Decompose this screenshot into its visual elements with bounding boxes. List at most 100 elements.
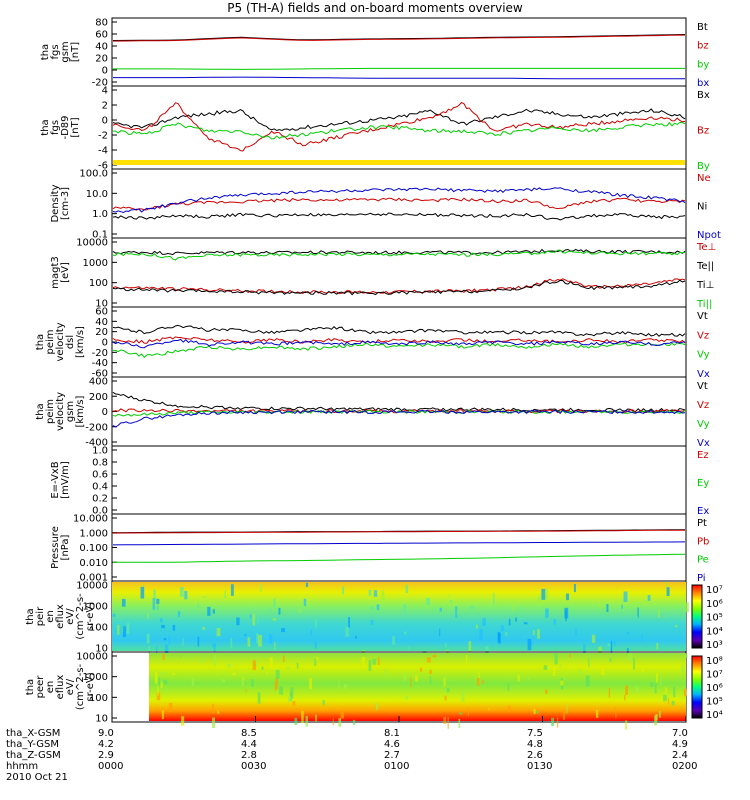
ylabel-line: peim: [45, 329, 56, 354]
xaxis-value: 4.4: [241, 739, 257, 750]
spectrogram-texture: [445, 643, 447, 648]
xaxis-value: 0100: [384, 761, 410, 772]
spectrogram-texture: [407, 646, 410, 650]
spectrogram-texture: [446, 687, 450, 693]
spectrogram-texture: [212, 703, 215, 714]
spectrogram-texture: [377, 657, 380, 665]
spectrogram-texture: [508, 618, 511, 626]
spectrogram-texture: [148, 645, 151, 655]
spectrogram-texture: [117, 624, 120, 635]
spectrogram-texture: [157, 605, 159, 611]
ylabel-line: Density: [50, 184, 61, 222]
xaxis-value: 2.7: [384, 750, 400, 761]
ytick-label: 0.2: [92, 494, 108, 505]
ytick-label: 400: [89, 377, 108, 388]
spectrogram-texture: [443, 716, 447, 724]
panel-frame-density: [111, 168, 687, 239]
spectrogram-texture: [309, 678, 313, 689]
spectrogram-texture: [152, 598, 156, 610]
ytick-label: 0: [102, 116, 108, 127]
spectrogram-texture: [140, 586, 145, 599]
legend-Vy: Vy: [697, 350, 710, 361]
spectrogram-texture: [146, 633, 150, 644]
spectrogram-texture: [159, 672, 163, 675]
spectrogram-texture: [479, 628, 483, 641]
ytick-label: 0.001: [79, 573, 108, 584]
ytick-label: -60: [92, 369, 108, 380]
spectrogram-texture: [355, 636, 357, 639]
spectrogram-texture: [251, 679, 254, 687]
spectrogram-texture: [224, 590, 226, 599]
series-velocity_dsl-Vz: [112, 336, 686, 344]
spectrogram-texture: [269, 657, 273, 669]
legend-Npot: Npot: [697, 230, 721, 241]
spectrogram-texture: [554, 653, 558, 665]
series-temperature-Ti||: [113, 249, 686, 261]
spectrogram-texture: [177, 611, 181, 617]
ylabel-line: [nPa]: [60, 534, 71, 560]
colorbar-tick-label: 10⁵: [706, 697, 723, 708]
spectrogram-texture: [305, 716, 308, 727]
spectrogram-texture: [573, 583, 576, 593]
spectrogram-texture: [112, 613, 116, 617]
ylabel-line: eV/: [65, 608, 76, 625]
spectrogram-texture: [202, 595, 207, 599]
spectrogram-texture: [272, 618, 276, 621]
spectrogram-texture: [500, 625, 504, 632]
spectrogram-texture: [163, 638, 167, 641]
ytick-label: 40: [95, 42, 108, 53]
ytick-label: 0: [102, 407, 108, 418]
spectrogram-texture: [200, 659, 204, 663]
spectrogram-texture: [488, 707, 490, 711]
spectrogram-texture: [368, 660, 372, 671]
spectrogram-texture: [286, 666, 290, 670]
spectrogram-texture: [156, 598, 160, 605]
legend-Te||: Te||: [696, 261, 714, 272]
legend-Vy: Vy: [697, 419, 710, 430]
spectrogram-texture: [241, 679, 244, 687]
ylabel-line: peer: [35, 675, 46, 699]
colorbar-tick-label: 10⁷: [706, 670, 723, 681]
series-fgs_dsl-Bz: [112, 101, 686, 152]
spectrogram-texture: [259, 583, 262, 593]
spectrogram-texture: [213, 646, 216, 652]
spectrogram-texture: [281, 628, 286, 633]
spectrogram-texture: [322, 700, 325, 706]
ytick-label: -400: [85, 438, 108, 449]
spectrogram-texture: [242, 677, 244, 681]
spectrogram-texture: [212, 643, 217, 648]
ylabel-line: tha: [40, 119, 51, 135]
spectrogram-texture: [641, 668, 645, 673]
spectrogram-texture: [540, 593, 542, 597]
ytick-label: 10: [95, 299, 108, 310]
spectrogram-texture: [202, 626, 205, 630]
spectrogram-texture: [257, 692, 261, 704]
ylabel-line: tha: [40, 44, 51, 60]
ylabel-line: [mV/m]: [60, 461, 71, 499]
legend-Vx: Vx: [697, 438, 710, 449]
spectrogram-texture: [585, 675, 590, 687]
spectrogram-peer_en_eflux: [149, 653, 686, 721]
spectrogram-texture: [298, 608, 301, 613]
spectrogram-texture: [553, 619, 556, 625]
spectrogram-texture: [444, 695, 447, 701]
spectrogram-texture: [419, 667, 423, 672]
spectrogram-texture: [160, 682, 163, 688]
ylabel-line: velocity: [55, 322, 66, 361]
ytick-label: 10: [95, 714, 108, 725]
ylabel-line: [km/s]: [75, 326, 86, 358]
ytick-label: 10: [95, 644, 108, 655]
spectrogram-texture: [180, 587, 184, 597]
spectrogram-texture: [275, 677, 278, 690]
spectrogram-texture: [168, 702, 173, 712]
xaxis-value: 0200: [672, 761, 698, 772]
spectrogram-texture: [273, 598, 276, 608]
xaxis-value: 7.0: [672, 728, 688, 739]
spectrogram-texture: [643, 601, 647, 606]
spectrogram-texture: [666, 582, 669, 588]
ylabel-line: eV/: [65, 678, 76, 695]
spectrogram-texture: [439, 628, 441, 636]
ytick-label: -200: [85, 422, 108, 433]
spectrogram-texture: [315, 714, 317, 722]
panel-frame-velocity_dsl: [111, 306, 687, 378]
